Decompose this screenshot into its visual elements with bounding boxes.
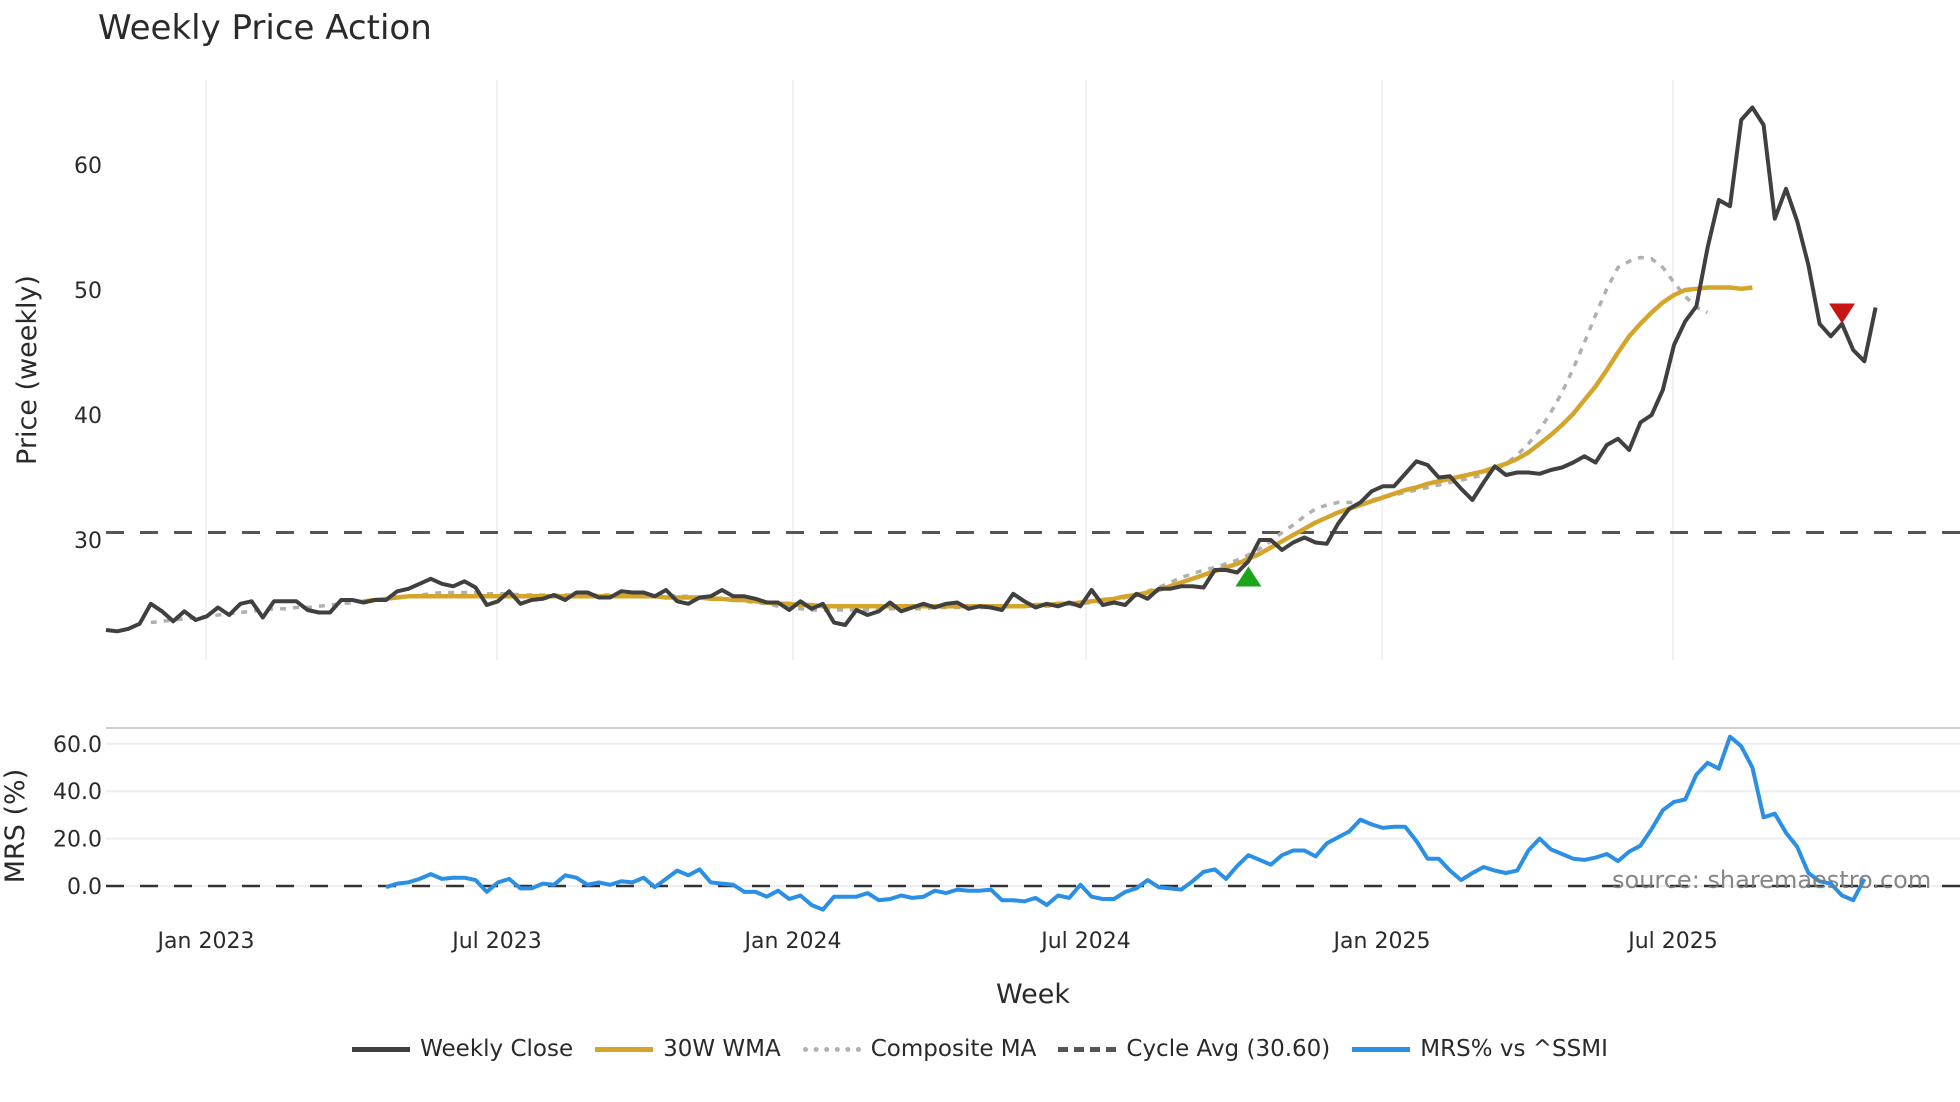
legend-label: Cycle Avg (30.60) — [1126, 1036, 1331, 1062]
x-tick-label: Jul 2023 — [450, 929, 542, 954]
legend-swatch-icon — [352, 1046, 411, 1052]
mrs-tick-label: 40.0 — [53, 780, 102, 805]
sell-signal-icon — [1829, 303, 1855, 324]
legend-label: Weekly Close — [420, 1036, 574, 1062]
legend-label: Composite MA — [870, 1036, 1037, 1062]
x-tick-label: Jul 2025 — [1626, 929, 1718, 954]
x-axis-title: Week — [996, 979, 1070, 1010]
price-tick-label: 40 — [74, 404, 102, 429]
price-tick-label: 30 — [74, 529, 102, 554]
mrs-line[interactable] — [385, 734, 1867, 912]
legend-item[interactable]: Composite MA — [802, 1036, 1037, 1062]
buy-signal-icon — [1235, 566, 1262, 587]
x-tick-label: Jan 2025 — [1332, 929, 1431, 954]
legend-label: MRS% vs ^SSMI — [1420, 1036, 1608, 1062]
mrs-tick-label: 20.0 — [53, 828, 102, 853]
wma-30w-line[interactable] — [363, 285, 1753, 609]
price-tick-label: 60 — [74, 154, 102, 179]
legend-label: 30W WMA — [663, 1036, 781, 1062]
legend-swatch-icon — [1058, 1046, 1117, 1052]
mrs-tick-label: 0.0 — [67, 875, 102, 900]
chart-title: Weekly Price Action — [98, 8, 432, 48]
price-axis-title: Price (weekly) — [12, 275, 43, 465]
composite-ma-line[interactable] — [150, 255, 1709, 625]
legend-item[interactable]: MRS% vs ^SSMI — [1352, 1036, 1608, 1062]
price-tick-label: 50 — [74, 279, 102, 304]
legend-item[interactable]: Weekly Close — [352, 1036, 573, 1062]
legend-swatch-icon — [1352, 1046, 1411, 1052]
weekly-close-line[interactable] — [105, 105, 1878, 634]
legend-swatch-icon — [802, 1046, 861, 1052]
source-watermark: source: sharemaestro.com — [1612, 866, 1932, 894]
mrs-axis-title: MRS (%) — [0, 769, 31, 884]
legend-item[interactable]: Cycle Avg (30.60) — [1058, 1036, 1330, 1062]
x-tick-label: Jan 2023 — [156, 929, 255, 954]
x-tick-label: Jul 2024 — [1039, 929, 1131, 954]
legend: Weekly Close 30W WMA Composite MA Cycle Avg… — [0, 1036, 1960, 1062]
x-tick-label: Jan 2024 — [743, 929, 842, 954]
mrs-tick-label: 60.0 — [53, 733, 102, 758]
legend-swatch-icon — [595, 1046, 654, 1052]
legend-item[interactable]: 30W WMA — [595, 1036, 781, 1062]
